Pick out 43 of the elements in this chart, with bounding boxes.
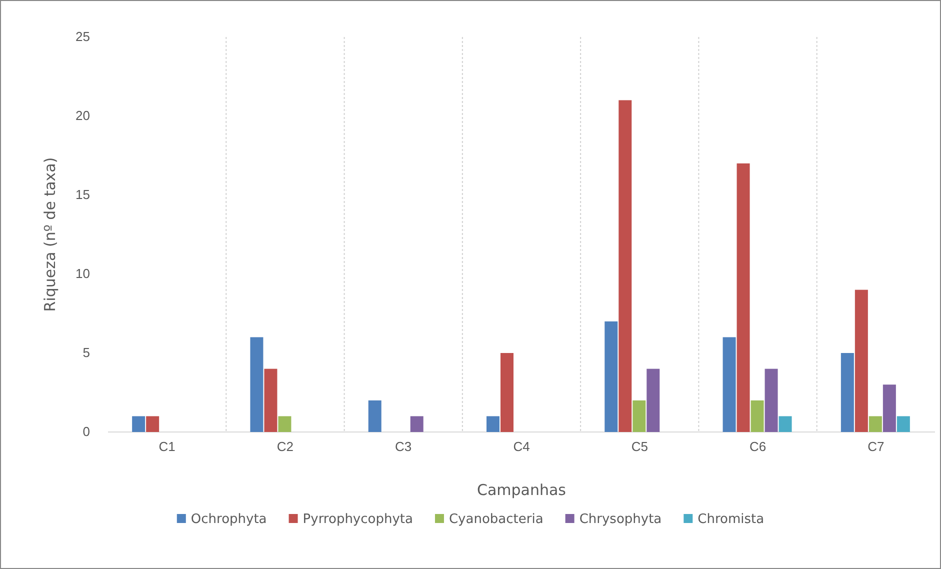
x-tick-label: C1 (158, 439, 176, 454)
x-tick-label: C7 (868, 439, 884, 454)
bar (486, 416, 500, 432)
y-tick-label: 5 (82, 345, 90, 360)
bar (854, 290, 868, 432)
y-tick-label: 15 (76, 187, 90, 202)
y-tick-label: 20 (76, 108, 90, 124)
x-tick-label: C4 (513, 439, 530, 454)
x-axis-title: Campanhas (476, 481, 566, 499)
bar (840, 353, 854, 432)
bar (500, 353, 514, 432)
x-tick-label: C3 (395, 439, 412, 454)
bar (896, 416, 910, 432)
bar (618, 100, 632, 432)
bar (764, 368, 778, 432)
bar (778, 416, 792, 432)
y-tick-label: 10 (76, 266, 90, 282)
legend-label: Pyrrophycophyta (302, 512, 413, 527)
bar (750, 400, 764, 432)
bar (722, 337, 736, 432)
legend-label: Ochrophyta (190, 512, 267, 527)
y-tick-label: 25 (76, 29, 90, 44)
legend-label: Chrysophyta (579, 512, 662, 527)
bar (264, 368, 278, 432)
bar (250, 337, 264, 432)
legend-label: Chromista (698, 512, 764, 527)
bar (882, 384, 896, 432)
x-tick-label: C5 (631, 439, 648, 454)
bar (132, 416, 146, 432)
x-tick-label: C2 (276, 439, 294, 454)
bar (632, 400, 646, 432)
bar (604, 321, 618, 432)
x-tick-label: C6 (749, 439, 766, 454)
bar (868, 416, 882, 432)
bar (736, 163, 750, 432)
bar (410, 416, 424, 432)
y-tick-label: 0 (82, 424, 90, 440)
legend-label: Cyanobacteria (448, 512, 544, 527)
y-axis-title: Riqueza (nº de taxa) (41, 157, 59, 312)
bar (146, 416, 160, 432)
bar (368, 400, 382, 432)
bar (278, 416, 292, 432)
bar (646, 368, 660, 432)
